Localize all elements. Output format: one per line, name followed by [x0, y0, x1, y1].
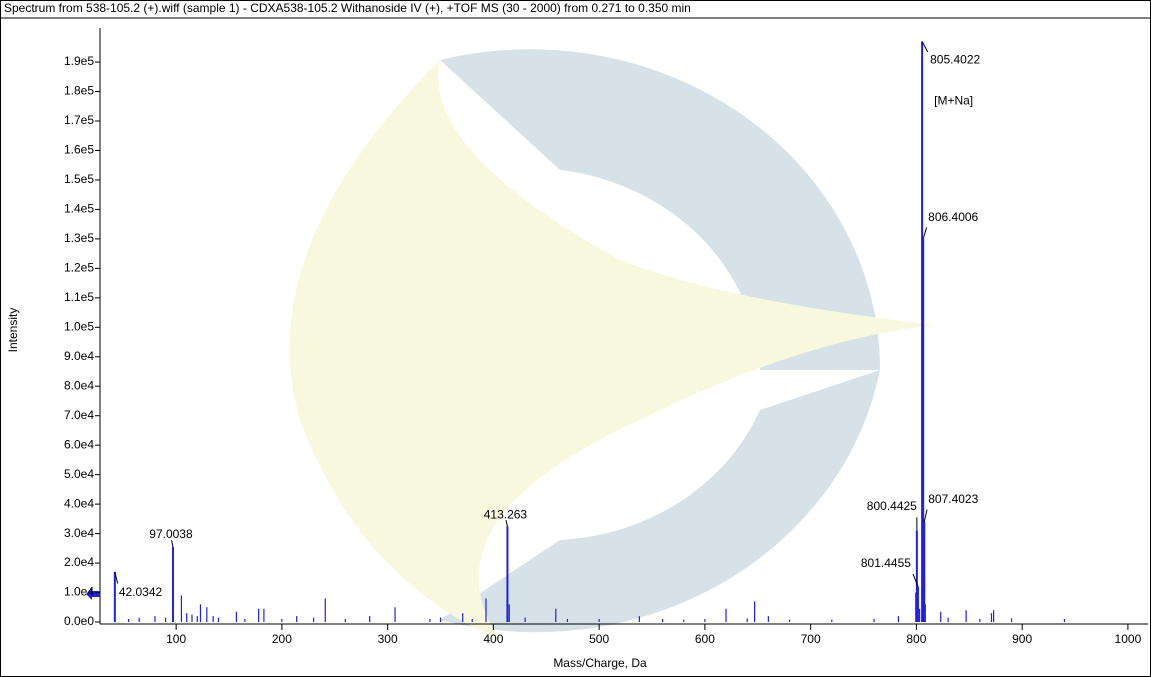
- x-tick-label: 600: [695, 632, 715, 646]
- peak-label: 42.0342: [119, 585, 163, 599]
- y-tick-label: 2.0e4: [64, 555, 94, 569]
- x-axis-label: Mass/Charge, Da: [553, 656, 647, 670]
- y-tick-label: 7.0e4: [64, 408, 94, 422]
- y-axis-label: Intensity: [6, 308, 20, 353]
- chart-title: Spectrum from 538-105.2 (+).wiff (sample…: [4, 1, 691, 15]
- y-tick-label: 1.0e5: [64, 319, 94, 333]
- y-tick-label: 1.1e5: [64, 290, 94, 304]
- y-tick-label: 1.2e5: [64, 261, 94, 275]
- y-tick-label: 1.4e5: [64, 202, 94, 216]
- x-tick-label: 800: [906, 632, 926, 646]
- y-tick-label: 1.8e5: [64, 84, 94, 98]
- peak-label: 801.4455: [861, 556, 911, 570]
- x-tick-label: 1000: [1115, 632, 1142, 646]
- x-tick-label: 900: [1012, 632, 1032, 646]
- x-tick-label: 400: [483, 632, 503, 646]
- y-tick-label: 3.0e4: [64, 526, 94, 540]
- chart: Spectrum from 538-105.2 (+).wiff (sample…: [0, 0, 1151, 677]
- y-tick-label: 1.5e5: [64, 172, 94, 186]
- y-tick-label: 1.3e5: [64, 231, 94, 245]
- peak-label: 807.4023: [928, 492, 978, 506]
- y-tick-label: 1.6e5: [64, 143, 94, 157]
- y-tick-label: 1.0e4: [64, 585, 94, 599]
- x-tick-label: 100: [166, 632, 186, 646]
- y-tick-label: 5.0e4: [64, 467, 94, 481]
- peak-label: 97.0038: [149, 527, 193, 541]
- peak-label: 800.4425: [867, 499, 917, 513]
- y-tick-label: 4.0e4: [64, 496, 94, 510]
- x-tick-label: 700: [801, 632, 821, 646]
- x-tick-label: 200: [272, 632, 292, 646]
- y-tick-label: 1.7e5: [64, 113, 94, 127]
- x-tick-label: 300: [378, 632, 398, 646]
- annotation: [M+Na]: [934, 94, 973, 108]
- y-tick-label: 0.0e0: [64, 614, 94, 628]
- peak-label: 806.4006: [928, 210, 978, 224]
- y-tick-label: 6.0e4: [64, 437, 94, 451]
- x-tick-label: 500: [589, 632, 609, 646]
- y-tick-label: 9.0e4: [64, 349, 94, 363]
- y-tick-label: 1.9e5: [64, 54, 94, 68]
- y-tick-label: 8.0e4: [64, 378, 94, 392]
- peak-label: 805.4022: [930, 53, 980, 67]
- peak-label: 413.263: [484, 507, 528, 521]
